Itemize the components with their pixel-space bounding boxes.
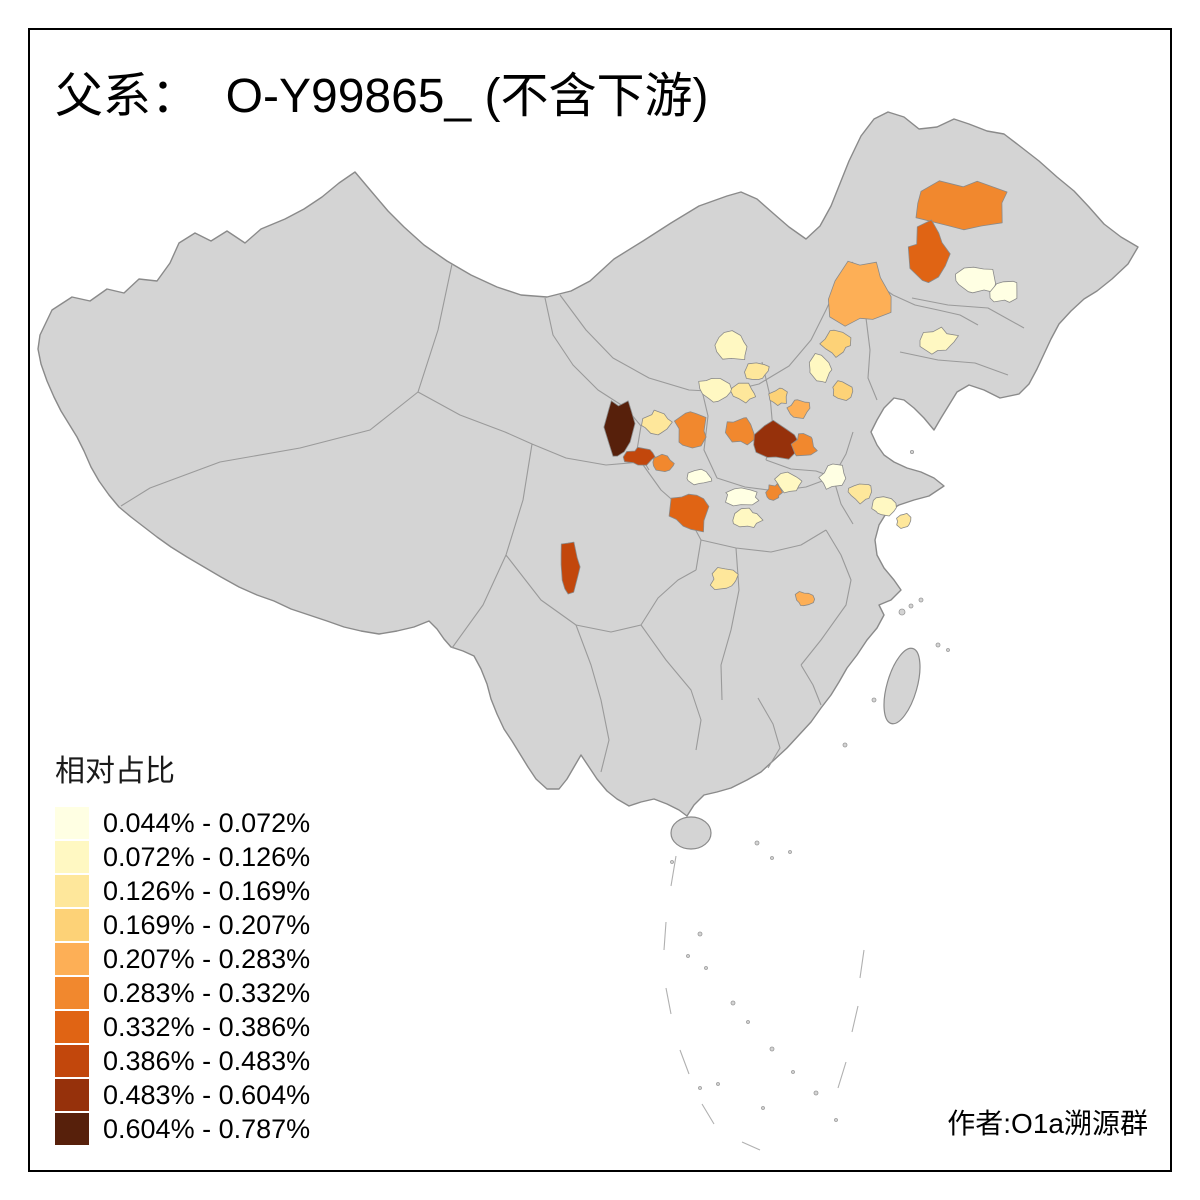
taiwan-island xyxy=(883,647,921,725)
legend-swatch xyxy=(55,1011,89,1043)
legend-label: 0.169% - 0.207% xyxy=(103,909,311,940)
legend-label: 0.483% - 0.604% xyxy=(103,1079,311,1110)
map-region xyxy=(622,446,656,466)
map-region xyxy=(686,468,713,486)
map-region xyxy=(725,487,760,507)
map-region xyxy=(732,507,764,528)
map-region xyxy=(765,483,783,501)
map-region xyxy=(674,411,707,449)
map-region xyxy=(668,493,710,533)
legend-label: 0.207% - 0.283% xyxy=(103,943,311,974)
legend-label: 0.386% - 0.483% xyxy=(103,1045,311,1076)
dash-line xyxy=(663,855,865,1151)
hainan-island xyxy=(670,816,712,850)
legend-swatch xyxy=(55,1079,89,1111)
map-region xyxy=(774,471,803,494)
legend-swatch xyxy=(55,841,89,873)
legend-item: 0.483% - 0.604% xyxy=(55,1078,310,1112)
legend-label: 0.126% - 0.169% xyxy=(103,875,311,906)
map-region xyxy=(915,180,1008,231)
map-region xyxy=(832,380,854,401)
map-region xyxy=(794,591,815,607)
map-region xyxy=(725,417,755,446)
map-region xyxy=(641,409,673,436)
map-region xyxy=(955,266,996,294)
legend-swatch xyxy=(55,943,89,975)
legend-swatch xyxy=(55,1045,89,1077)
map-region xyxy=(871,496,897,517)
map-region xyxy=(808,353,833,383)
legend: 相对占比 0.044% - 0.072% 0.072% - 0.126% 0.126… xyxy=(55,746,310,1146)
map-region xyxy=(714,330,748,360)
map-region xyxy=(768,387,788,406)
map-region xyxy=(790,433,818,457)
map-region xyxy=(652,453,675,472)
legend-item: 0.604% - 0.787% xyxy=(55,1112,310,1146)
legend-item: 0.126% - 0.169% xyxy=(55,874,310,908)
author-credit: 作者:O1a溯源群 xyxy=(947,1108,1148,1139)
legend-label: 0.332% - 0.386% xyxy=(103,1011,311,1042)
legend-swatch xyxy=(55,807,89,839)
map-region xyxy=(560,541,581,595)
legend-item: 0.044% - 0.072% xyxy=(55,806,310,840)
map-region xyxy=(698,378,733,403)
map-region xyxy=(818,463,847,490)
map-region xyxy=(847,483,872,505)
legend-swatch xyxy=(55,909,89,941)
map-region xyxy=(603,400,636,457)
map-region xyxy=(919,326,959,355)
map-region xyxy=(753,419,798,460)
map-region xyxy=(828,260,892,327)
map-region xyxy=(744,362,770,380)
legend-items: 0.044% - 0.072% 0.072% - 0.126% 0.126% - 0… xyxy=(55,806,310,1146)
map-region xyxy=(786,399,811,419)
legend-label: 0.604% - 0.787% xyxy=(103,1113,311,1144)
map-region xyxy=(907,219,951,283)
legend-swatch xyxy=(55,875,89,907)
legend-item: 0.072% - 0.126% xyxy=(55,840,310,874)
legend-item: 0.207% - 0.283% xyxy=(55,942,310,976)
page-title: 父系： O-Y99865_ (不含下游) xyxy=(55,70,709,123)
map-region xyxy=(989,280,1018,303)
map-region xyxy=(709,567,739,590)
legend-label: 0.283% - 0.332% xyxy=(103,977,311,1008)
legend-item: 0.169% - 0.207% xyxy=(55,908,310,942)
legend-label: 0.044% - 0.072% xyxy=(103,807,311,838)
legend-item: 0.386% - 0.483% xyxy=(55,1044,310,1078)
map-region xyxy=(730,382,756,404)
map-region xyxy=(896,513,912,529)
legend-swatch xyxy=(55,977,89,1009)
legend-swatch xyxy=(55,1113,89,1145)
legend-item: 0.332% - 0.386% xyxy=(55,1010,310,1044)
legend-item: 0.283% - 0.332% xyxy=(55,976,310,1010)
legend-title: 相对占比 xyxy=(55,755,175,788)
legend-label: 0.072% - 0.126% xyxy=(103,841,311,872)
minor-islands xyxy=(670,449,950,1122)
highlighted-regions xyxy=(560,180,1018,607)
map-region xyxy=(819,329,852,358)
